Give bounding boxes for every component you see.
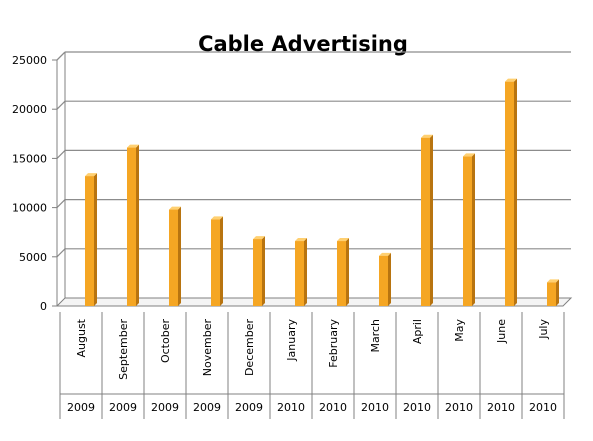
axes bbox=[52, 51, 573, 419]
year-label: 2009 bbox=[235, 401, 263, 414]
y-axis-tick-labels: 0 5000 10000 15000 20000 25000 bbox=[12, 54, 47, 313]
bars bbox=[85, 78, 559, 306]
x-tick-label: October bbox=[159, 319, 172, 363]
year-label: 2010 bbox=[277, 401, 305, 414]
bar-top bbox=[505, 78, 517, 82]
bar-top bbox=[547, 279, 559, 283]
bar-side bbox=[220, 216, 223, 306]
y-tick-label: 0 bbox=[40, 300, 47, 313]
bar bbox=[253, 239, 262, 306]
bar-top bbox=[127, 144, 139, 148]
x-tick-label: December bbox=[243, 319, 256, 377]
bar-side bbox=[136, 144, 139, 306]
bar-side bbox=[346, 238, 349, 306]
y-tick-label: 5000 bbox=[19, 251, 47, 264]
year-label: 2010 bbox=[361, 401, 389, 414]
x-tick-label: July bbox=[537, 319, 550, 340]
gridline-side bbox=[56, 149, 66, 159]
bar-top bbox=[169, 206, 181, 210]
x-axis-year-labels: 2009 2009 2009 2009 2009 2010 2010 2010 2010 2010… bbox=[67, 401, 557, 414]
year-label: 2009 bbox=[193, 401, 221, 414]
y-tick-label: 25000 bbox=[12, 54, 47, 67]
year-label: 2010 bbox=[487, 401, 515, 414]
bar-side bbox=[514, 78, 517, 306]
x-tick-label: May bbox=[453, 319, 466, 342]
year-label: 2009 bbox=[67, 401, 95, 414]
year-label: 2010 bbox=[319, 401, 347, 414]
bar bbox=[505, 81, 514, 306]
bar bbox=[127, 147, 136, 306]
bar-side bbox=[430, 134, 433, 306]
bar bbox=[169, 209, 178, 306]
chart-floor bbox=[55, 297, 573, 307]
bar bbox=[421, 137, 430, 306]
bar-top bbox=[85, 173, 97, 177]
bar bbox=[547, 282, 556, 306]
x-axis-tick-labels: August September October November December Ja… bbox=[75, 318, 550, 379]
bar-side bbox=[388, 252, 391, 306]
bar-side bbox=[262, 236, 265, 306]
year-label: 2010 bbox=[403, 401, 431, 414]
gridline-side-top bbox=[56, 51, 66, 61]
bar-top bbox=[253, 236, 265, 240]
bar-side bbox=[178, 206, 181, 306]
year-label: 2009 bbox=[109, 401, 137, 414]
bar bbox=[379, 255, 388, 306]
x-tick-label: March bbox=[369, 319, 382, 353]
bar bbox=[295, 241, 304, 306]
x-tick-label: August bbox=[75, 318, 88, 357]
x-tick-label: June bbox=[495, 319, 508, 344]
bar bbox=[211, 219, 220, 306]
y-tick-label: 20000 bbox=[12, 103, 47, 116]
x-tick-label: April bbox=[411, 319, 424, 344]
year-label: 2010 bbox=[529, 401, 557, 414]
bar-top bbox=[337, 238, 349, 242]
bar bbox=[85, 176, 94, 306]
gridline-side bbox=[56, 248, 66, 258]
x-tick-label: September bbox=[117, 319, 130, 380]
gridline-side bbox=[56, 199, 66, 209]
bar-side bbox=[94, 173, 97, 306]
bar-side bbox=[304, 238, 307, 306]
year-label: 2010 bbox=[445, 401, 473, 414]
x-tick-label: January bbox=[285, 319, 298, 362]
bar-top bbox=[295, 238, 307, 242]
bar-top bbox=[211, 216, 223, 220]
gridline-side bbox=[56, 100, 66, 110]
bar-side bbox=[556, 279, 559, 306]
x-tick-label: February bbox=[327, 319, 340, 368]
x-tick-label: November bbox=[201, 319, 214, 377]
bar bbox=[337, 241, 346, 306]
bar-side bbox=[472, 153, 475, 306]
bar-top bbox=[421, 134, 433, 138]
bar bbox=[463, 156, 472, 306]
year-label: 2009 bbox=[151, 401, 179, 414]
bar-top bbox=[463, 153, 475, 157]
y-tick-label: 15000 bbox=[12, 152, 47, 165]
bar-top bbox=[379, 252, 391, 256]
y-tick-label: 10000 bbox=[12, 202, 47, 215]
